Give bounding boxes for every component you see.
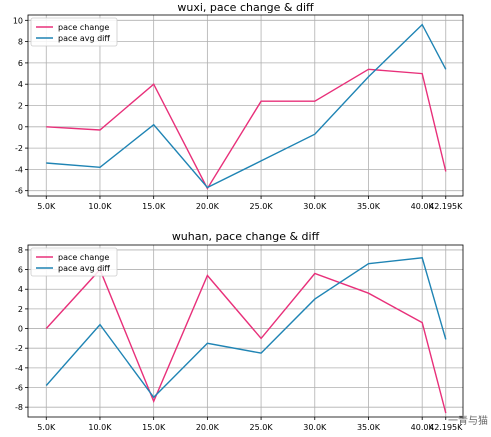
y-tick-label: -4	[15, 165, 23, 174]
series-line-pace-change	[45, 268, 447, 414]
x-tick-label: 5.0K	[37, 202, 56, 211]
x-tick-label: 15.0K	[142, 202, 166, 211]
wuhan-chart: wuhan, pace change & diff -8 -6 -4 -2 0 2 4 6 8 5.…	[15, 230, 464, 432]
legend-label: pace avg diff	[58, 34, 110, 43]
x-tick-label: 40.0K	[411, 202, 435, 211]
y-tick-label: 6	[18, 59, 23, 68]
wuxi-chart: wuxi, pace change & diff -6 -4 -2 0 2 4 6 8 10 5.0…	[13, 1, 464, 211]
series-line-pace-avg-diff	[45, 257, 447, 399]
x-tick-label: 25.0K	[250, 202, 274, 211]
y-tick-label: 6	[18, 266, 23, 275]
y-tick-label: -2	[15, 144, 23, 153]
watermark-text: 一青与猫	[448, 414, 488, 427]
legend-label: pace change	[58, 23, 109, 32]
plot-frame	[27, 14, 464, 197]
y-tick-label: -6	[15, 187, 23, 196]
plot-frame	[27, 244, 464, 418]
legend-label: pace change	[58, 253, 109, 262]
x-tick-label: 35.0K	[357, 202, 381, 211]
y-tick-label: 10	[13, 16, 23, 25]
y-tick-label: 8	[18, 246, 23, 255]
x-tick-label: 15.0K	[142, 423, 166, 432]
y-tick-label: -2	[15, 344, 23, 353]
x-tick-label: 10.0K	[88, 423, 112, 432]
y-tick-label: 8	[18, 38, 23, 47]
x-tick-label: 35.0K	[357, 423, 381, 432]
y-tick-label: 0	[18, 325, 23, 334]
series-line-pace-change	[46, 68, 447, 190]
legend-box	[30, 17, 118, 47]
x-tick-label: 20.0K	[196, 423, 220, 432]
legend-box	[30, 247, 118, 277]
y-tick-label: 4	[18, 80, 23, 89]
y-tick-label: 2	[18, 102, 23, 111]
y-tick-label: -4	[15, 364, 23, 373]
x-tick-label: 20.0K	[196, 202, 220, 211]
chart-title: wuhan, pace change & diff	[172, 230, 320, 243]
y-tick-label: -8	[15, 403, 23, 412]
x-tick-label: 5.0K	[37, 423, 56, 432]
x-tick-label: 42.195K	[429, 423, 463, 432]
x-tick-label: 25.0K	[250, 423, 274, 432]
x-tick-label: 30.0K	[303, 423, 327, 432]
x-tick-label: 40.0K	[411, 423, 435, 432]
series-line-pace-avg-diff	[46, 23, 447, 189]
y-tick-label: -6	[15, 384, 23, 393]
y-tick-label: 4	[18, 285, 23, 294]
y-tick-label: 0	[18, 123, 23, 132]
x-tick-label: 42.195K	[429, 202, 463, 211]
legend-label: pace avg diff	[58, 264, 110, 273]
x-tick-label: 30.0K	[303, 202, 327, 211]
x-tick-label: 10.0K	[88, 202, 112, 211]
chart-title: wuxi, pace change & diff	[177, 1, 314, 14]
y-tick-label: 2	[18, 305, 23, 314]
